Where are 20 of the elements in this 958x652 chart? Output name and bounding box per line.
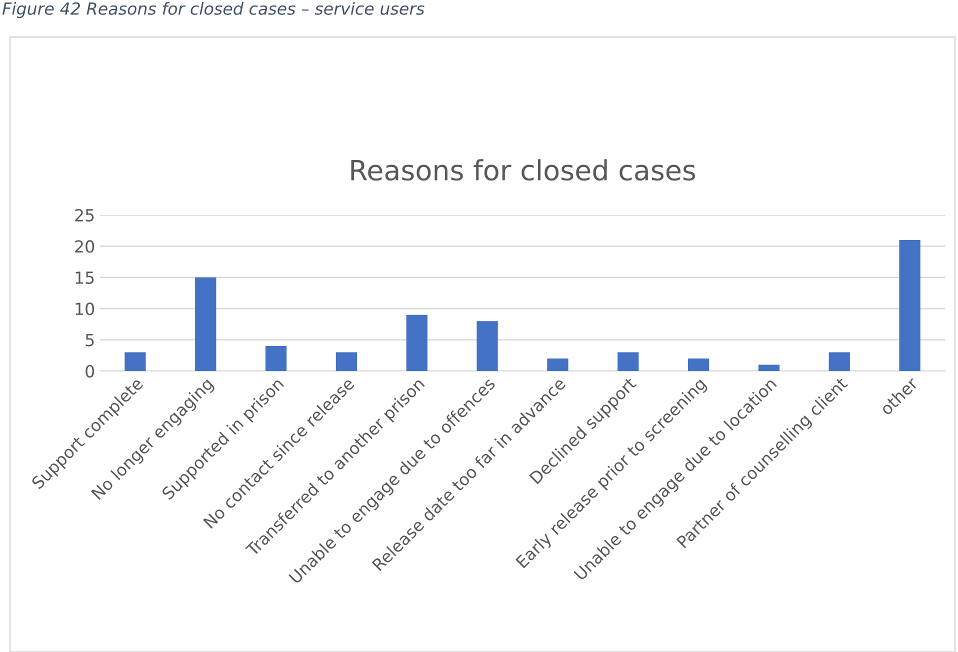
bar bbox=[758, 364, 780, 371]
bar bbox=[618, 352, 639, 371]
chart-title: Reasons for closed cases bbox=[351, 159, 696, 181]
bar bbox=[195, 277, 216, 371]
caption: Figure 42 Reasons for closed cases – service users bbox=[2, 2, 424, 18]
y-tick-label: 0 bbox=[86, 364, 94, 378]
bar bbox=[124, 352, 146, 371]
y-tick-label: 10 bbox=[76, 302, 94, 316]
bar bbox=[828, 352, 850, 371]
bar bbox=[476, 321, 498, 371]
y-tick-label: 5 bbox=[86, 334, 94, 346]
y-tick-label: 20 bbox=[75, 240, 94, 253]
bar bbox=[688, 358, 710, 371]
bar bbox=[265, 346, 287, 371]
y-tick-label: 15 bbox=[76, 272, 94, 284]
y-tick-label: 25 bbox=[75, 208, 94, 222]
bar bbox=[899, 240, 920, 371]
bar bbox=[547, 358, 568, 371]
bar bbox=[336, 352, 358, 371]
bar bbox=[406, 314, 428, 371]
